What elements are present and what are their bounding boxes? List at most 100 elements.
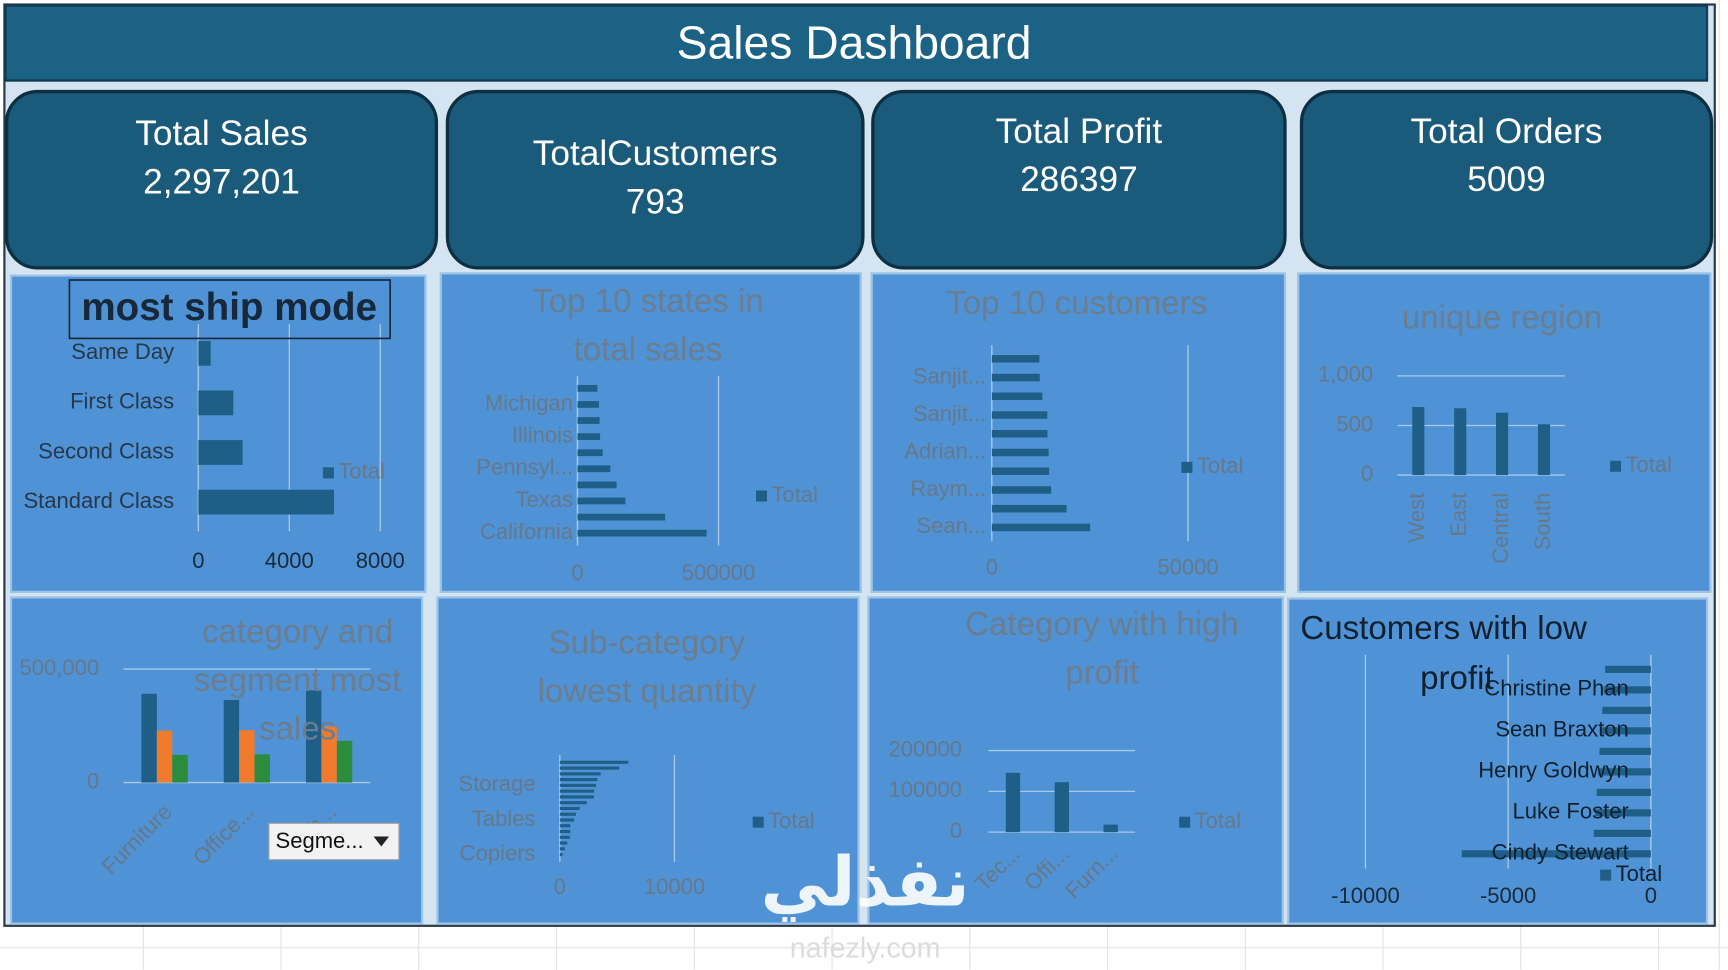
bar [559, 829, 571, 834]
bar [321, 726, 337, 783]
x-tick-label: Central [1488, 493, 1513, 564]
panel-background [9, 274, 427, 593]
bar [336, 740, 353, 783]
header-bar [4, 4, 1709, 82]
kpi-value: 2,297,201 [143, 162, 300, 201]
slicer-dropdown[interactable]: Segme... [268, 822, 400, 861]
legend-swatch [1600, 869, 1612, 881]
bar [991, 504, 1067, 513]
bar [559, 783, 597, 787]
y-tick-label: Copiers [460, 840, 536, 865]
overlay: نفذلي nafezly.com [761, 844, 970, 964]
legend-swatch [756, 490, 768, 502]
bar [198, 489, 335, 515]
bar [1603, 686, 1651, 694]
bar [223, 699, 240, 783]
y-tick-label: Texas [515, 487, 573, 512]
bar [198, 340, 211, 366]
x-tick-label: 10000 [644, 874, 705, 899]
legend-swatch [1181, 461, 1193, 473]
x-tick-label: 8000 [356, 548, 405, 573]
y-tick-label: Michigan [485, 390, 573, 415]
slicer-arrow[interactable] [373, 836, 390, 847]
kpi-card [1299, 89, 1714, 270]
panel-background [867, 596, 1284, 925]
bar [991, 523, 1091, 532]
y-tick-label: 500,000 [20, 655, 100, 680]
bar [1537, 424, 1551, 476]
y-tick-label: Cindy Stewart [1492, 840, 1629, 865]
y-tick-label: Christine Phan [1484, 676, 1629, 701]
x-tick-label: West [1404, 493, 1429, 543]
slicer-label[interactable]: Segme... [276, 828, 364, 853]
kpi-label: Total Profit [996, 112, 1163, 151]
y-tick-label: 1,000 [1318, 362, 1373, 387]
bar [991, 430, 1048, 438]
chart-panel: 0 500 1,000 West East Central South unique regi… [1297, 272, 1712, 593]
bar [577, 401, 599, 408]
bar [991, 467, 1050, 475]
chart-title: total sales [574, 331, 723, 368]
legend-label: Total [1195, 808, 1242, 833]
slicer-box[interactable] [268, 822, 400, 861]
bar [991, 373, 1040, 382]
y-tick-label: Sanjit... [913, 401, 986, 426]
bar [559, 760, 629, 764]
marks [1412, 407, 1551, 476]
legend-swatch [322, 467, 334, 479]
bar [559, 847, 565, 851]
chart-panel: -10000 -5000 0 Christine Phan Sean Braxton He… [1287, 597, 1709, 925]
bar [991, 411, 1048, 419]
chart-title: category and [202, 614, 393, 651]
x-tick-label: -5000 [1480, 883, 1536, 908]
legend-swatch [1610, 460, 1622, 472]
y-tick-label: Luke Foster [1512, 799, 1628, 824]
y-tick-label: 200000 [889, 736, 963, 761]
bar [577, 433, 601, 440]
bar [141, 693, 157, 783]
legend-label: Total [1616, 861, 1663, 886]
marks [991, 355, 1091, 532]
kpi-value: 286397 [1020, 160, 1138, 199]
x-tick-label: East [1446, 493, 1471, 537]
bar [1595, 809, 1651, 817]
y-tick-label: Storage [458, 771, 535, 796]
panel-background [9, 596, 424, 925]
y-tick-label: Tables [472, 806, 536, 831]
bar [559, 812, 576, 816]
y-tick-label: California [480, 519, 574, 544]
x-tick-label: South [1530, 493, 1555, 551]
bar [1103, 824, 1118, 833]
marks [198, 340, 335, 515]
chart-title: profit [1065, 654, 1138, 691]
kpi-row: Total Sales 2,297,201 TotalCustomers 793 Tot… [4, 89, 1714, 270]
chart-panel: 0 4000 8000 Same Day First Class Second Class… [9, 274, 427, 593]
y-tick-label: Sean... [916, 513, 986, 538]
marks [577, 384, 707, 537]
bar [559, 841, 568, 845]
panel-background [439, 272, 862, 593]
marks [141, 690, 353, 783]
kpi-value: 793 [626, 182, 685, 221]
bar [577, 417, 600, 424]
y-tick-label: 500 [1336, 411, 1373, 436]
x-tick-label: -10000 [1331, 883, 1400, 908]
bar [1598, 768, 1651, 776]
bar [254, 754, 270, 783]
bar [991, 486, 1052, 494]
bar [1454, 408, 1467, 476]
bar [559, 772, 601, 776]
legend-swatch [752, 816, 764, 828]
marks [1005, 772, 1118, 833]
bar [559, 795, 594, 799]
chart-title: sales [259, 710, 336, 747]
legend-label: Total [338, 459, 385, 484]
chart-panel: 0 500000 Michigan Illinois Pennsyl... Texas Ca… [439, 272, 862, 593]
y-tick-label: Raym... [910, 476, 986, 501]
bar [577, 497, 626, 505]
title-box [68, 279, 391, 340]
bar [198, 440, 243, 465]
